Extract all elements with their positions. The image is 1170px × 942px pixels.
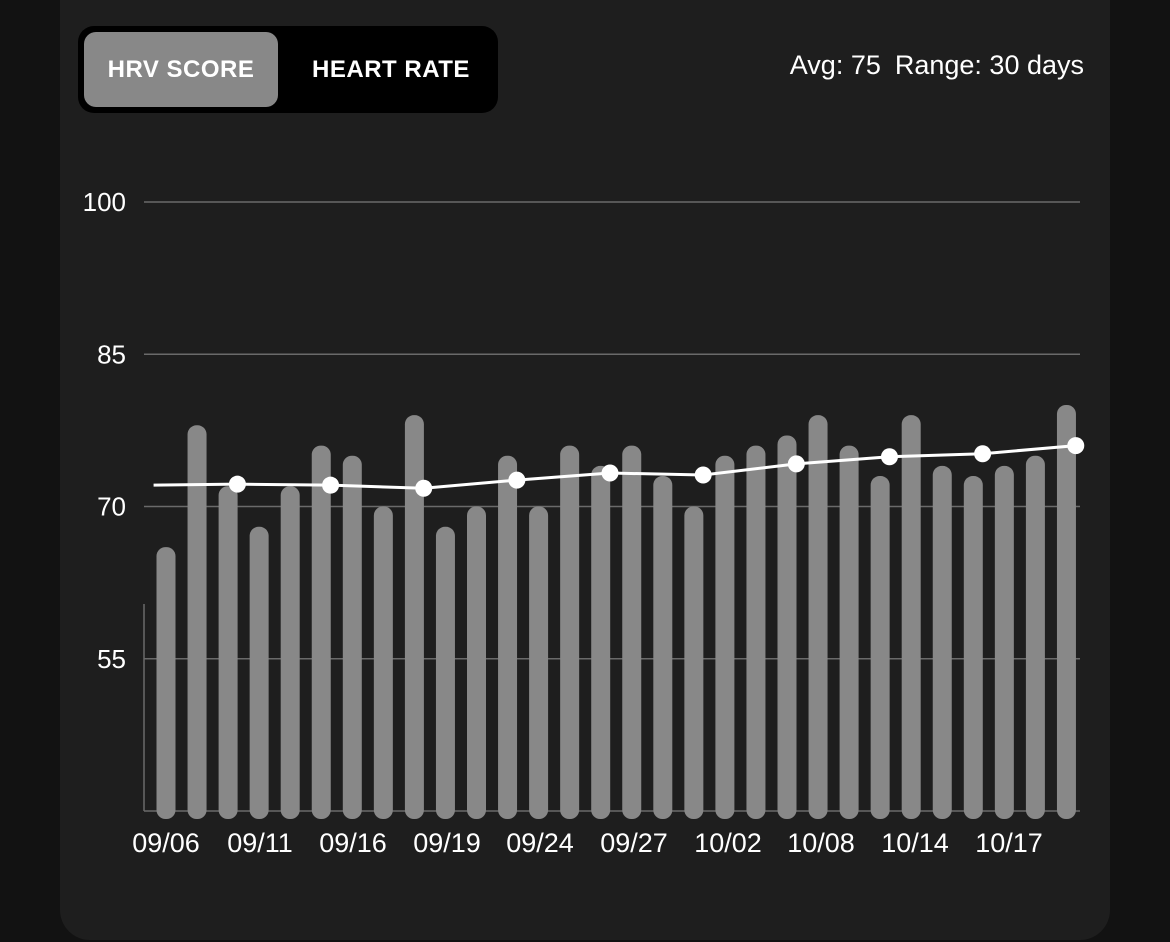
bar — [467, 506, 486, 819]
bar — [591, 465, 611, 819]
bar — [187, 425, 207, 819]
bar — [715, 455, 735, 819]
trend-point — [880, 448, 898, 466]
bar — [404, 415, 424, 819]
bar — [684, 506, 704, 819]
bar — [963, 476, 983, 819]
x-tick-label: 09/06 — [132, 828, 200, 858]
bar — [218, 486, 238, 819]
bar — [932, 465, 952, 819]
y-axis-labels: 55 70 85 100 — [83, 187, 126, 674]
x-tick-label: 10/02 — [694, 828, 762, 858]
heart-rate-tab[interactable]: HEART RATE — [312, 56, 470, 83]
x-tick-label: 10/14 — [881, 828, 949, 858]
bar — [994, 465, 1014, 819]
trend-point — [974, 445, 992, 463]
bar — [498, 455, 518, 819]
x-tick-label: 09/24 — [506, 828, 574, 858]
summary-stats: Avg: 75 Range: 30 days — [776, 50, 1084, 81]
y-tick-label: 70 — [97, 492, 126, 522]
trend-point — [787, 455, 805, 473]
trend-point — [1067, 437, 1085, 455]
bar — [373, 506, 393, 819]
x-tick-label: 09/11 — [227, 828, 293, 858]
y-tick-label: 100 — [83, 187, 126, 217]
bar — [156, 547, 176, 819]
average-value: Avg: 75 — [789, 50, 881, 80]
x-tick-label: 09/27 — [600, 828, 668, 858]
bar — [653, 476, 673, 819]
bar — [249, 526, 269, 819]
bar — [529, 506, 549, 819]
trend-point — [601, 464, 619, 482]
grid-lines — [143, 201, 1080, 812]
bar — [870, 476, 890, 819]
trend-point — [415, 479, 433, 497]
x-tick-label: 09/16 — [319, 828, 387, 858]
bar — [435, 526, 455, 819]
bar-series — [156, 405, 1076, 819]
bar — [777, 435, 797, 819]
bar — [342, 455, 362, 819]
trend-point — [228, 475, 246, 493]
bar — [839, 445, 859, 819]
bar — [311, 445, 331, 819]
hrv-score-tab[interactable]: HRV SCORE — [84, 32, 278, 107]
y-tick-label: 55 — [97, 644, 126, 674]
bar — [808, 415, 828, 819]
x-tick-label: 09/19 — [413, 828, 481, 858]
x-tick-label: 10/08 — [787, 828, 855, 858]
y-tick-label: 85 — [97, 339, 126, 369]
metric-toggle: HRV SCORE HEART RATE — [78, 26, 498, 113]
trend-point — [694, 466, 712, 484]
x-tick-label: 10/17 — [975, 828, 1043, 858]
bar — [560, 445, 580, 819]
trend-line-series — [153, 437, 1085, 497]
bar — [1056, 405, 1076, 819]
bar — [622, 445, 642, 819]
trend-point — [322, 476, 340, 494]
range-value: Range: 30 days — [894, 50, 1084, 80]
bar — [901, 415, 921, 819]
x-axis-labels: 09/06 09/11 09/16 09/19 09/24 09/27 10/02 10/08… — [132, 828, 1043, 858]
bar — [1025, 455, 1045, 819]
trend-point — [508, 471, 526, 489]
bar — [746, 445, 766, 819]
bar — [280, 486, 300, 819]
